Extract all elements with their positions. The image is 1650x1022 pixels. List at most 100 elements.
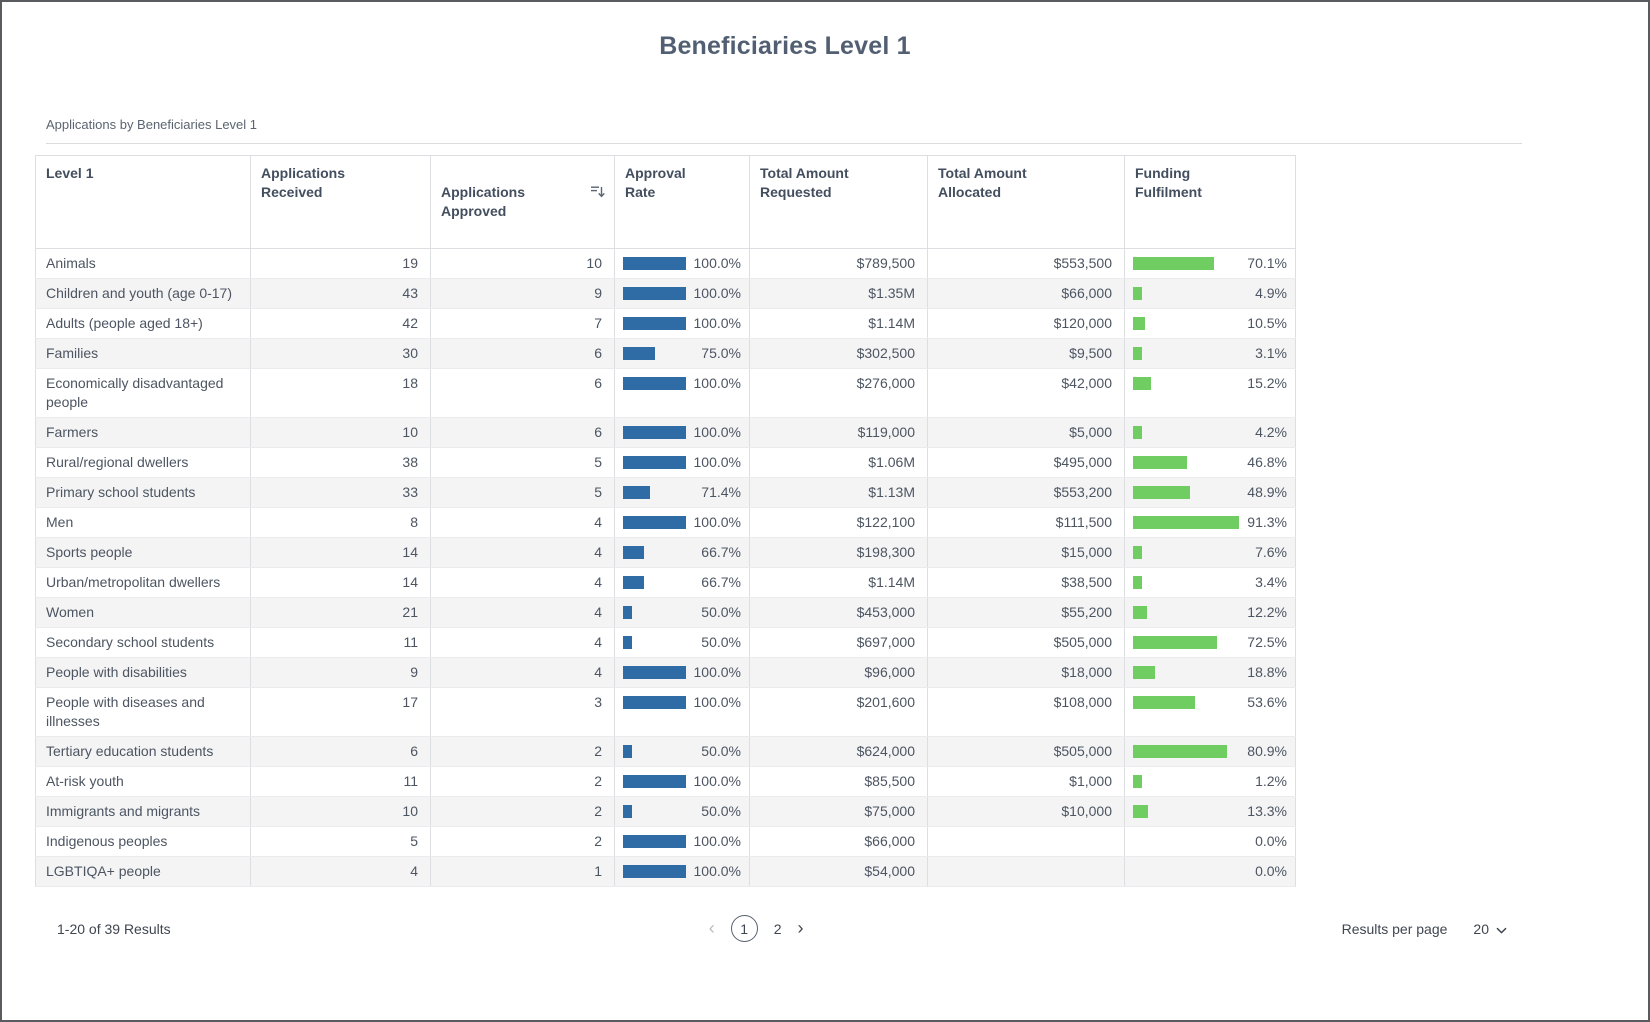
total-amount-allocated-cell: $505,000 bbox=[927, 627, 1125, 658]
column-header-applications-approved[interactable]: Applications Approved bbox=[430, 155, 615, 249]
funding-fulfilment-cell: 80.9% bbox=[1124, 736, 1296, 767]
funding-fulfilment-bar bbox=[1133, 516, 1239, 529]
total-amount-requested-cell: $697,000 bbox=[749, 627, 928, 658]
approval-rate-value: 100.0% bbox=[693, 833, 741, 849]
total-amount-allocated-cell: $9,500 bbox=[927, 338, 1125, 369]
approval-rate-value: 50.0% bbox=[701, 803, 741, 819]
approval-rate-bar bbox=[623, 546, 644, 559]
funding-fulfilment-bar bbox=[1133, 377, 1151, 390]
approval-rate-bar bbox=[623, 377, 686, 390]
total-amount-requested-cell: $85,500 bbox=[749, 766, 928, 797]
column-label: Total Amount Requested bbox=[760, 165, 849, 200]
total-amount-requested-cell: $1.14M bbox=[749, 567, 928, 598]
applications-approved-cell: 4 bbox=[430, 537, 615, 568]
applications-approved-cell: 2 bbox=[430, 796, 615, 827]
applications-approved-cell: 4 bbox=[430, 657, 615, 688]
approval-rate-value: 100.0% bbox=[693, 694, 741, 710]
column-header-applications-received[interactable]: Applications Received bbox=[250, 155, 431, 249]
total-amount-allocated-cell: $5,000 bbox=[927, 417, 1125, 448]
applications-approved-cell: 6 bbox=[430, 417, 615, 448]
funding-fulfilment-value: 18.8% bbox=[1247, 664, 1287, 680]
previous-page-button[interactable]: ‹ bbox=[708, 918, 715, 938]
level1-cell: Sports people bbox=[35, 537, 251, 568]
funding-fulfilment-bar bbox=[1133, 347, 1142, 360]
approval-rate-cell: 100.0% bbox=[614, 368, 750, 418]
applications-received-cell: 11 bbox=[250, 627, 431, 658]
level1-cell: Primary school students bbox=[35, 477, 251, 508]
page-2-button[interactable]: 2 bbox=[773, 920, 782, 937]
applications-received-cell: 14 bbox=[250, 537, 431, 568]
funding-fulfilment-bar bbox=[1133, 576, 1142, 589]
applications-received-cell: 5 bbox=[250, 826, 431, 857]
funding-fulfilment-cell: 18.8% bbox=[1124, 657, 1296, 688]
applications-received-cell: 6 bbox=[250, 736, 431, 767]
approval-rate-value: 50.0% bbox=[701, 604, 741, 620]
approval-rate-cell: 100.0% bbox=[614, 766, 750, 797]
column-label: Funding Fulfilment bbox=[1135, 165, 1202, 200]
table-row: Primary school students 33 5 71.4% $1.13… bbox=[35, 477, 1296, 508]
funding-fulfilment-cell: 91.3% bbox=[1124, 507, 1296, 538]
applications-received-cell: 38 bbox=[250, 447, 431, 478]
funding-fulfilment-value: 15.2% bbox=[1247, 375, 1287, 391]
table-row: People with diseases and illnesses 17 3 … bbox=[35, 687, 1296, 737]
page-1-button[interactable]: 1 bbox=[730, 915, 758, 942]
total-amount-requested-cell: $1.14M bbox=[749, 308, 928, 339]
funding-fulfilment-bar bbox=[1133, 805, 1148, 818]
applications-received-cell: 9 bbox=[250, 657, 431, 688]
approval-rate-cell: 100.0% bbox=[614, 278, 750, 309]
next-page-button[interactable]: › bbox=[797, 918, 804, 938]
funding-fulfilment-value: 3.1% bbox=[1255, 345, 1287, 361]
funding-fulfilment-cell: 70.1% bbox=[1124, 248, 1296, 279]
applications-approved-cell: 4 bbox=[430, 567, 615, 598]
total-amount-requested-cell: $1.06M bbox=[749, 447, 928, 478]
column-header-funding-fulfilment[interactable]: Funding Fulfilment bbox=[1124, 155, 1296, 249]
total-amount-requested-cell: $122,100 bbox=[749, 507, 928, 538]
funding-fulfilment-bar bbox=[1133, 287, 1142, 300]
applications-received-cell: 30 bbox=[250, 338, 431, 369]
column-header-approval-rate[interactable]: Approval Rate bbox=[614, 155, 750, 249]
applications-approved-cell: 4 bbox=[430, 507, 615, 538]
sort-descending-icon[interactable] bbox=[590, 166, 605, 204]
funding-fulfilment-cell: 4.9% bbox=[1124, 278, 1296, 309]
column-label: Applications Approved bbox=[441, 184, 526, 219]
approval-rate-value: 71.4% bbox=[701, 484, 741, 500]
column-label: Level 1 bbox=[46, 165, 94, 181]
funding-fulfilment-value: 0.0% bbox=[1255, 833, 1287, 849]
applications-received-cell: 42 bbox=[250, 308, 431, 339]
results-per-page: Results per page 20 bbox=[1342, 921, 1507, 937]
funding-fulfilment-cell: 53.6% bbox=[1124, 687, 1296, 737]
table-row: Rural/regional dwellers 38 5 100.0% $1.0… bbox=[35, 447, 1296, 478]
column-header-level1[interactable]: Level 1 bbox=[35, 155, 251, 249]
applications-received-cell: 11 bbox=[250, 766, 431, 797]
approval-rate-bar bbox=[623, 347, 655, 360]
level1-cell: Children and youth (age 0-17) bbox=[35, 278, 251, 309]
approval-rate-bar bbox=[623, 486, 650, 499]
approval-rate-cell: 100.0% bbox=[614, 687, 750, 737]
funding-fulfilment-value: 0.0% bbox=[1255, 863, 1287, 879]
applications-received-cell: 33 bbox=[250, 477, 431, 508]
funding-fulfilment-cell: 1.2% bbox=[1124, 766, 1296, 797]
level1-cell: Economically disadvantaged people bbox=[35, 368, 251, 418]
approval-rate-cell: 50.0% bbox=[614, 736, 750, 767]
approval-rate-cell: 50.0% bbox=[614, 796, 750, 827]
applications-approved-cell: 4 bbox=[430, 627, 615, 658]
column-header-total-amount-requested[interactable]: Total Amount Requested bbox=[749, 155, 928, 249]
column-header-total-amount-allocated[interactable]: Total Amount Allocated bbox=[927, 155, 1125, 249]
approval-rate-cell: 100.0% bbox=[614, 248, 750, 279]
level1-cell: Animals bbox=[35, 248, 251, 279]
funding-fulfilment-cell: 0.0% bbox=[1124, 826, 1296, 857]
applications-approved-cell: 2 bbox=[430, 826, 615, 857]
approval-rate-bar bbox=[623, 606, 632, 619]
total-amount-allocated-cell: $108,000 bbox=[927, 687, 1125, 737]
applications-received-cell: 8 bbox=[250, 507, 431, 538]
applications-received-cell: 10 bbox=[250, 417, 431, 448]
total-amount-requested-cell: $96,000 bbox=[749, 657, 928, 688]
results-per-page-select[interactable]: 20 bbox=[1473, 921, 1507, 937]
approval-rate-value: 100.0% bbox=[693, 514, 741, 530]
total-amount-allocated-cell: $120,000 bbox=[927, 308, 1125, 339]
total-amount-allocated-cell bbox=[927, 826, 1125, 857]
funding-fulfilment-bar bbox=[1133, 775, 1142, 788]
approval-rate-value: 100.0% bbox=[693, 454, 741, 470]
level1-cell: LGBTIQA+ people bbox=[35, 856, 251, 887]
approval-rate-value: 66.7% bbox=[701, 574, 741, 590]
